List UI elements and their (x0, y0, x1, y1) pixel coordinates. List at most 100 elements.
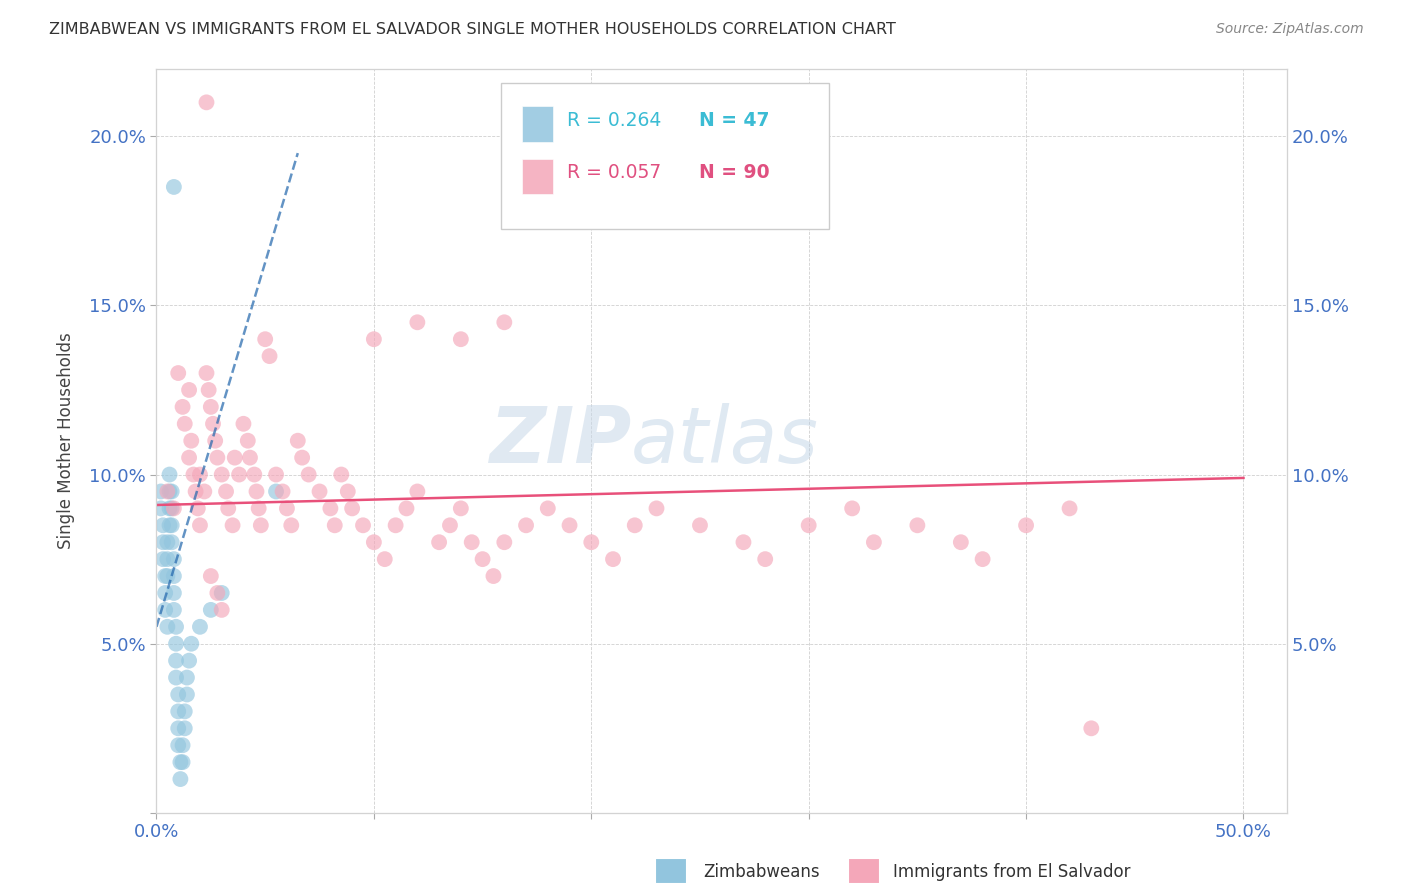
Point (156, 569, 179, 583)
Point (308, 484, 330, 499)
Point (172, 755, 194, 769)
Point (211, 603, 233, 617)
Point (384, 518, 406, 533)
Point (156, 535, 179, 549)
Y-axis label: Single Mother Households: Single Mother Households (58, 333, 75, 549)
Point (602, 552, 624, 566)
Point (450, 332, 472, 346)
Point (159, 501, 181, 516)
Point (581, 535, 603, 549)
Point (1059, 501, 1081, 516)
Text: ZIP: ZIP (489, 402, 631, 479)
Point (172, 738, 194, 752)
Point (245, 484, 267, 499)
Point (243, 467, 266, 482)
Point (754, 552, 776, 566)
Point (259, 349, 281, 363)
Point (152, 535, 174, 549)
Point (177, 383, 200, 397)
Point (177, 450, 200, 465)
Point (153, 586, 176, 600)
Point (163, 180, 186, 194)
Point (160, 518, 183, 533)
Point (352, 518, 374, 533)
Point (271, 484, 294, 499)
Point (156, 552, 179, 566)
Point (197, 383, 219, 397)
Point (153, 603, 176, 617)
Point (215, 484, 238, 499)
Point (156, 620, 179, 634)
Point (494, 315, 516, 329)
Point (163, 586, 186, 600)
Point (494, 535, 516, 549)
Point (224, 450, 246, 465)
Point (217, 501, 239, 516)
Point (204, 434, 226, 448)
Point (336, 484, 359, 499)
Point (461, 535, 484, 549)
Point (427, 535, 450, 549)
Point (195, 95, 218, 110)
Point (159, 484, 181, 499)
Text: Immigrants from El Salvador: Immigrants from El Salvador (893, 863, 1130, 881)
Point (180, 434, 202, 448)
Point (515, 518, 537, 533)
Point (176, 688, 198, 702)
Point (173, 417, 195, 431)
Point (180, 637, 202, 651)
Point (200, 569, 222, 583)
Point (160, 484, 183, 499)
Point (645, 501, 668, 516)
Text: Source: ZipAtlas.com: Source: ZipAtlas.com (1216, 22, 1364, 37)
Point (165, 620, 187, 634)
Point (188, 620, 211, 634)
Point (188, 467, 211, 482)
Bar (522, 106, 554, 142)
Point (537, 501, 560, 516)
Text: R = 0.264: R = 0.264 (567, 112, 661, 130)
Point (163, 501, 186, 516)
Point (160, 501, 183, 516)
Point (254, 332, 277, 346)
Point (298, 467, 321, 482)
Point (323, 518, 346, 533)
Point (173, 721, 195, 735)
Point (406, 484, 429, 499)
Point (169, 772, 191, 786)
Point (374, 552, 396, 566)
Point (167, 705, 190, 719)
Point (176, 671, 198, 685)
Point (160, 535, 183, 549)
Point (439, 518, 461, 533)
Point (247, 501, 270, 516)
Point (184, 484, 207, 499)
Point (450, 501, 472, 516)
Point (287, 434, 309, 448)
Point (202, 417, 225, 431)
Point (239, 450, 262, 465)
Point (163, 569, 186, 583)
Point (406, 315, 429, 329)
Text: Zimbabweans: Zimbabweans (703, 863, 820, 881)
Point (207, 586, 229, 600)
Point (149, 501, 172, 516)
Point (153, 569, 176, 583)
Point (291, 450, 314, 465)
Point (363, 535, 385, 549)
Point (167, 721, 190, 735)
Point (228, 467, 250, 482)
Text: ZIMBABWEAN VS IMMIGRANTS FROM EL SALVADOR SINGLE MOTHER HOUSEHOLDS CORRELATION C: ZIMBABWEAN VS IMMIGRANTS FROM EL SALVADO… (49, 22, 896, 37)
Point (482, 569, 505, 583)
Point (165, 671, 187, 685)
Point (187, 501, 209, 516)
Point (156, 484, 179, 499)
Point (280, 518, 302, 533)
Point (395, 501, 418, 516)
Point (363, 332, 385, 346)
Point (330, 467, 353, 482)
Point (159, 467, 181, 482)
Point (152, 552, 174, 566)
Point (972, 552, 994, 566)
Point (905, 518, 928, 533)
